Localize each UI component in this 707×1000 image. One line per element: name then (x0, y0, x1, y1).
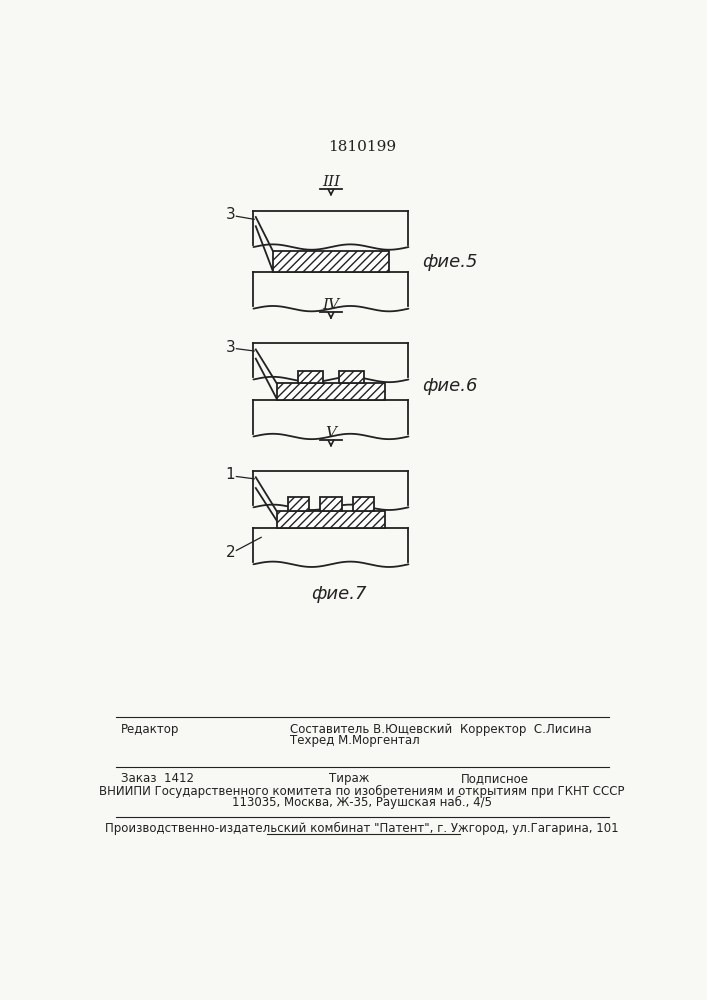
Text: ВНИИПИ Государственного комитета по изобретениям и открытиям при ГКНТ СССР: ВНИИПИ Государственного комитета по изоб… (99, 785, 625, 798)
Text: 2: 2 (226, 545, 235, 560)
Bar (273, 251, 389, 272)
Text: IV: IV (322, 298, 339, 312)
Bar (298, 371, 323, 383)
Text: 1: 1 (226, 467, 235, 482)
Bar (288, 497, 309, 511)
Text: 113035, Москва, Ж-35, Раушская наб., 4/5: 113035, Москва, Ж-35, Раушская наб., 4/5 (232, 796, 492, 809)
Text: 1810199: 1810199 (328, 140, 396, 154)
Text: 3: 3 (226, 207, 235, 222)
Bar (320, 497, 341, 511)
Text: Составитель В.Ющевский: Составитель В.Ющевский (290, 723, 452, 736)
Text: V: V (325, 426, 337, 440)
Text: 3: 3 (226, 340, 235, 355)
Bar (276, 383, 385, 400)
Text: III: III (322, 175, 340, 189)
Text: Корректор  С.Лисина: Корректор С.Лисина (460, 723, 592, 736)
Text: фие.7: фие.7 (311, 585, 366, 603)
Text: Заказ  1412: Заказ 1412 (121, 772, 194, 785)
Text: фие.6: фие.6 (422, 377, 478, 395)
Text: фие.5: фие.5 (422, 253, 478, 271)
Text: Подписное: Подписное (460, 772, 528, 785)
Bar (276, 511, 385, 528)
Bar (353, 497, 374, 511)
Text: Тираж: Тираж (329, 772, 369, 785)
Text: Производственно-издательский комбинат "Патент", г. Ужгород, ул.Гагарина, 101: Производственно-издательский комбинат "П… (105, 822, 619, 835)
Text: Редактор: Редактор (121, 723, 180, 736)
Bar (339, 371, 363, 383)
Text: Техред М.Моргентал: Техред М.Моргентал (290, 734, 420, 747)
